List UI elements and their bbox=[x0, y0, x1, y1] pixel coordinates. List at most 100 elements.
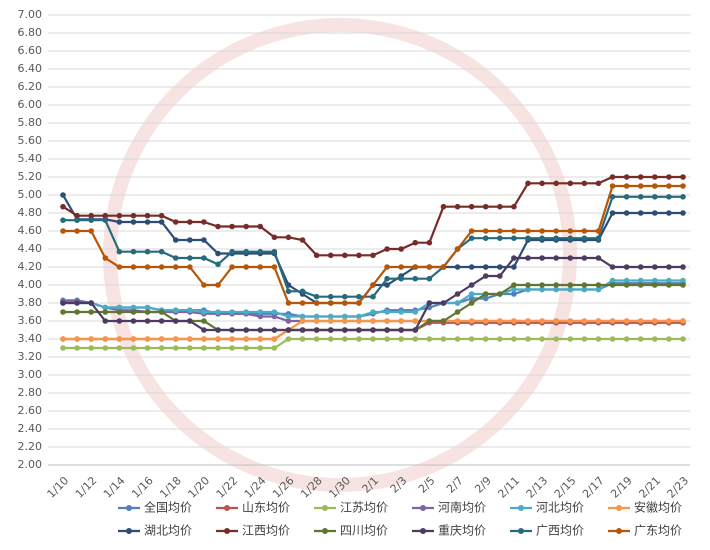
data-point bbox=[102, 309, 109, 315]
data-point bbox=[539, 228, 545, 234]
data-point bbox=[257, 327, 264, 333]
data-point bbox=[356, 318, 362, 324]
data-point bbox=[201, 345, 207, 351]
data-point bbox=[88, 336, 94, 342]
data-point bbox=[497, 336, 503, 342]
data-point bbox=[88, 345, 94, 351]
data-point bbox=[440, 300, 447, 306]
data-point bbox=[468, 235, 475, 241]
data-point bbox=[398, 246, 404, 252]
data-point bbox=[412, 336, 419, 342]
data-point bbox=[271, 327, 278, 333]
data-point bbox=[187, 264, 193, 270]
data-point bbox=[60, 345, 66, 351]
data-point bbox=[652, 183, 658, 189]
data-point bbox=[313, 327, 320, 333]
data-point bbox=[271, 248, 278, 255]
data-point bbox=[172, 336, 179, 342]
data-point bbox=[215, 336, 221, 342]
data-point bbox=[440, 336, 447, 342]
data-point bbox=[102, 212, 109, 219]
legend-marker bbox=[126, 505, 132, 511]
data-point bbox=[595, 282, 602, 288]
data-point bbox=[525, 255, 531, 261]
legend-marker bbox=[126, 528, 132, 534]
data-point bbox=[285, 234, 292, 241]
y-tick-label: 6.80 bbox=[18, 26, 43, 39]
data-point bbox=[454, 309, 461, 315]
data-point bbox=[201, 327, 207, 333]
y-tick-label: 4.00 bbox=[18, 278, 43, 291]
data-point bbox=[652, 174, 658, 180]
data-point bbox=[257, 223, 264, 230]
data-point bbox=[370, 293, 376, 300]
data-point bbox=[511, 336, 517, 342]
legend-label: 广西均价 bbox=[536, 524, 584, 538]
data-point bbox=[384, 275, 390, 282]
data-point bbox=[468, 282, 475, 288]
data-point bbox=[595, 336, 602, 342]
data-point bbox=[652, 318, 658, 324]
data-point bbox=[539, 180, 545, 187]
data-point bbox=[567, 336, 574, 342]
plot bbox=[60, 174, 686, 351]
data-point bbox=[637, 174, 644, 180]
y-tick-label: 6.40 bbox=[18, 62, 43, 75]
y-tick-label: 6.60 bbox=[18, 44, 43, 57]
data-point bbox=[299, 313, 306, 320]
data-point bbox=[144, 212, 151, 219]
legend-marker bbox=[518, 528, 524, 534]
data-point bbox=[285, 318, 292, 324]
data-point bbox=[215, 309, 221, 315]
data-point bbox=[342, 336, 348, 342]
y-tick-label: 4.20 bbox=[18, 260, 43, 273]
data-point bbox=[440, 318, 447, 324]
legend-label: 江西均价 bbox=[242, 524, 290, 538]
data-point bbox=[257, 336, 264, 342]
data-point bbox=[201, 309, 207, 315]
data-point bbox=[88, 217, 94, 223]
data-point bbox=[680, 282, 686, 288]
data-point bbox=[482, 295, 489, 302]
data-point bbox=[243, 223, 249, 230]
data-point bbox=[271, 345, 278, 351]
data-point bbox=[60, 228, 66, 234]
data-point bbox=[440, 203, 447, 210]
data-point bbox=[497, 228, 503, 234]
data-point bbox=[497, 273, 503, 279]
data-point bbox=[680, 183, 686, 189]
data-point bbox=[342, 300, 348, 306]
data-point bbox=[257, 313, 264, 320]
data-point bbox=[243, 345, 249, 351]
data-point bbox=[609, 264, 616, 270]
data-point bbox=[74, 345, 80, 351]
data-point bbox=[440, 264, 447, 270]
data-point bbox=[74, 336, 80, 342]
legend-marker bbox=[420, 505, 426, 511]
data-point bbox=[623, 194, 630, 200]
data-point bbox=[525, 286, 531, 293]
data-point bbox=[609, 282, 616, 288]
data-point bbox=[356, 252, 362, 259]
data-point bbox=[666, 194, 672, 200]
data-point bbox=[130, 336, 137, 342]
data-point bbox=[116, 304, 123, 311]
legend-marker bbox=[616, 528, 622, 534]
data-point bbox=[102, 255, 109, 261]
data-point bbox=[313, 313, 320, 320]
data-point bbox=[553, 180, 559, 187]
data-point bbox=[299, 288, 306, 295]
data-point bbox=[116, 336, 123, 342]
data-point bbox=[652, 277, 658, 284]
data-point bbox=[511, 255, 517, 261]
data-point bbox=[60, 309, 66, 315]
data-point bbox=[243, 336, 249, 342]
data-point bbox=[88, 228, 94, 234]
data-point bbox=[201, 219, 207, 225]
data-point bbox=[567, 235, 574, 241]
data-point bbox=[158, 345, 165, 351]
data-point bbox=[525, 180, 531, 187]
data-point bbox=[356, 313, 362, 320]
data-point bbox=[342, 327, 348, 333]
